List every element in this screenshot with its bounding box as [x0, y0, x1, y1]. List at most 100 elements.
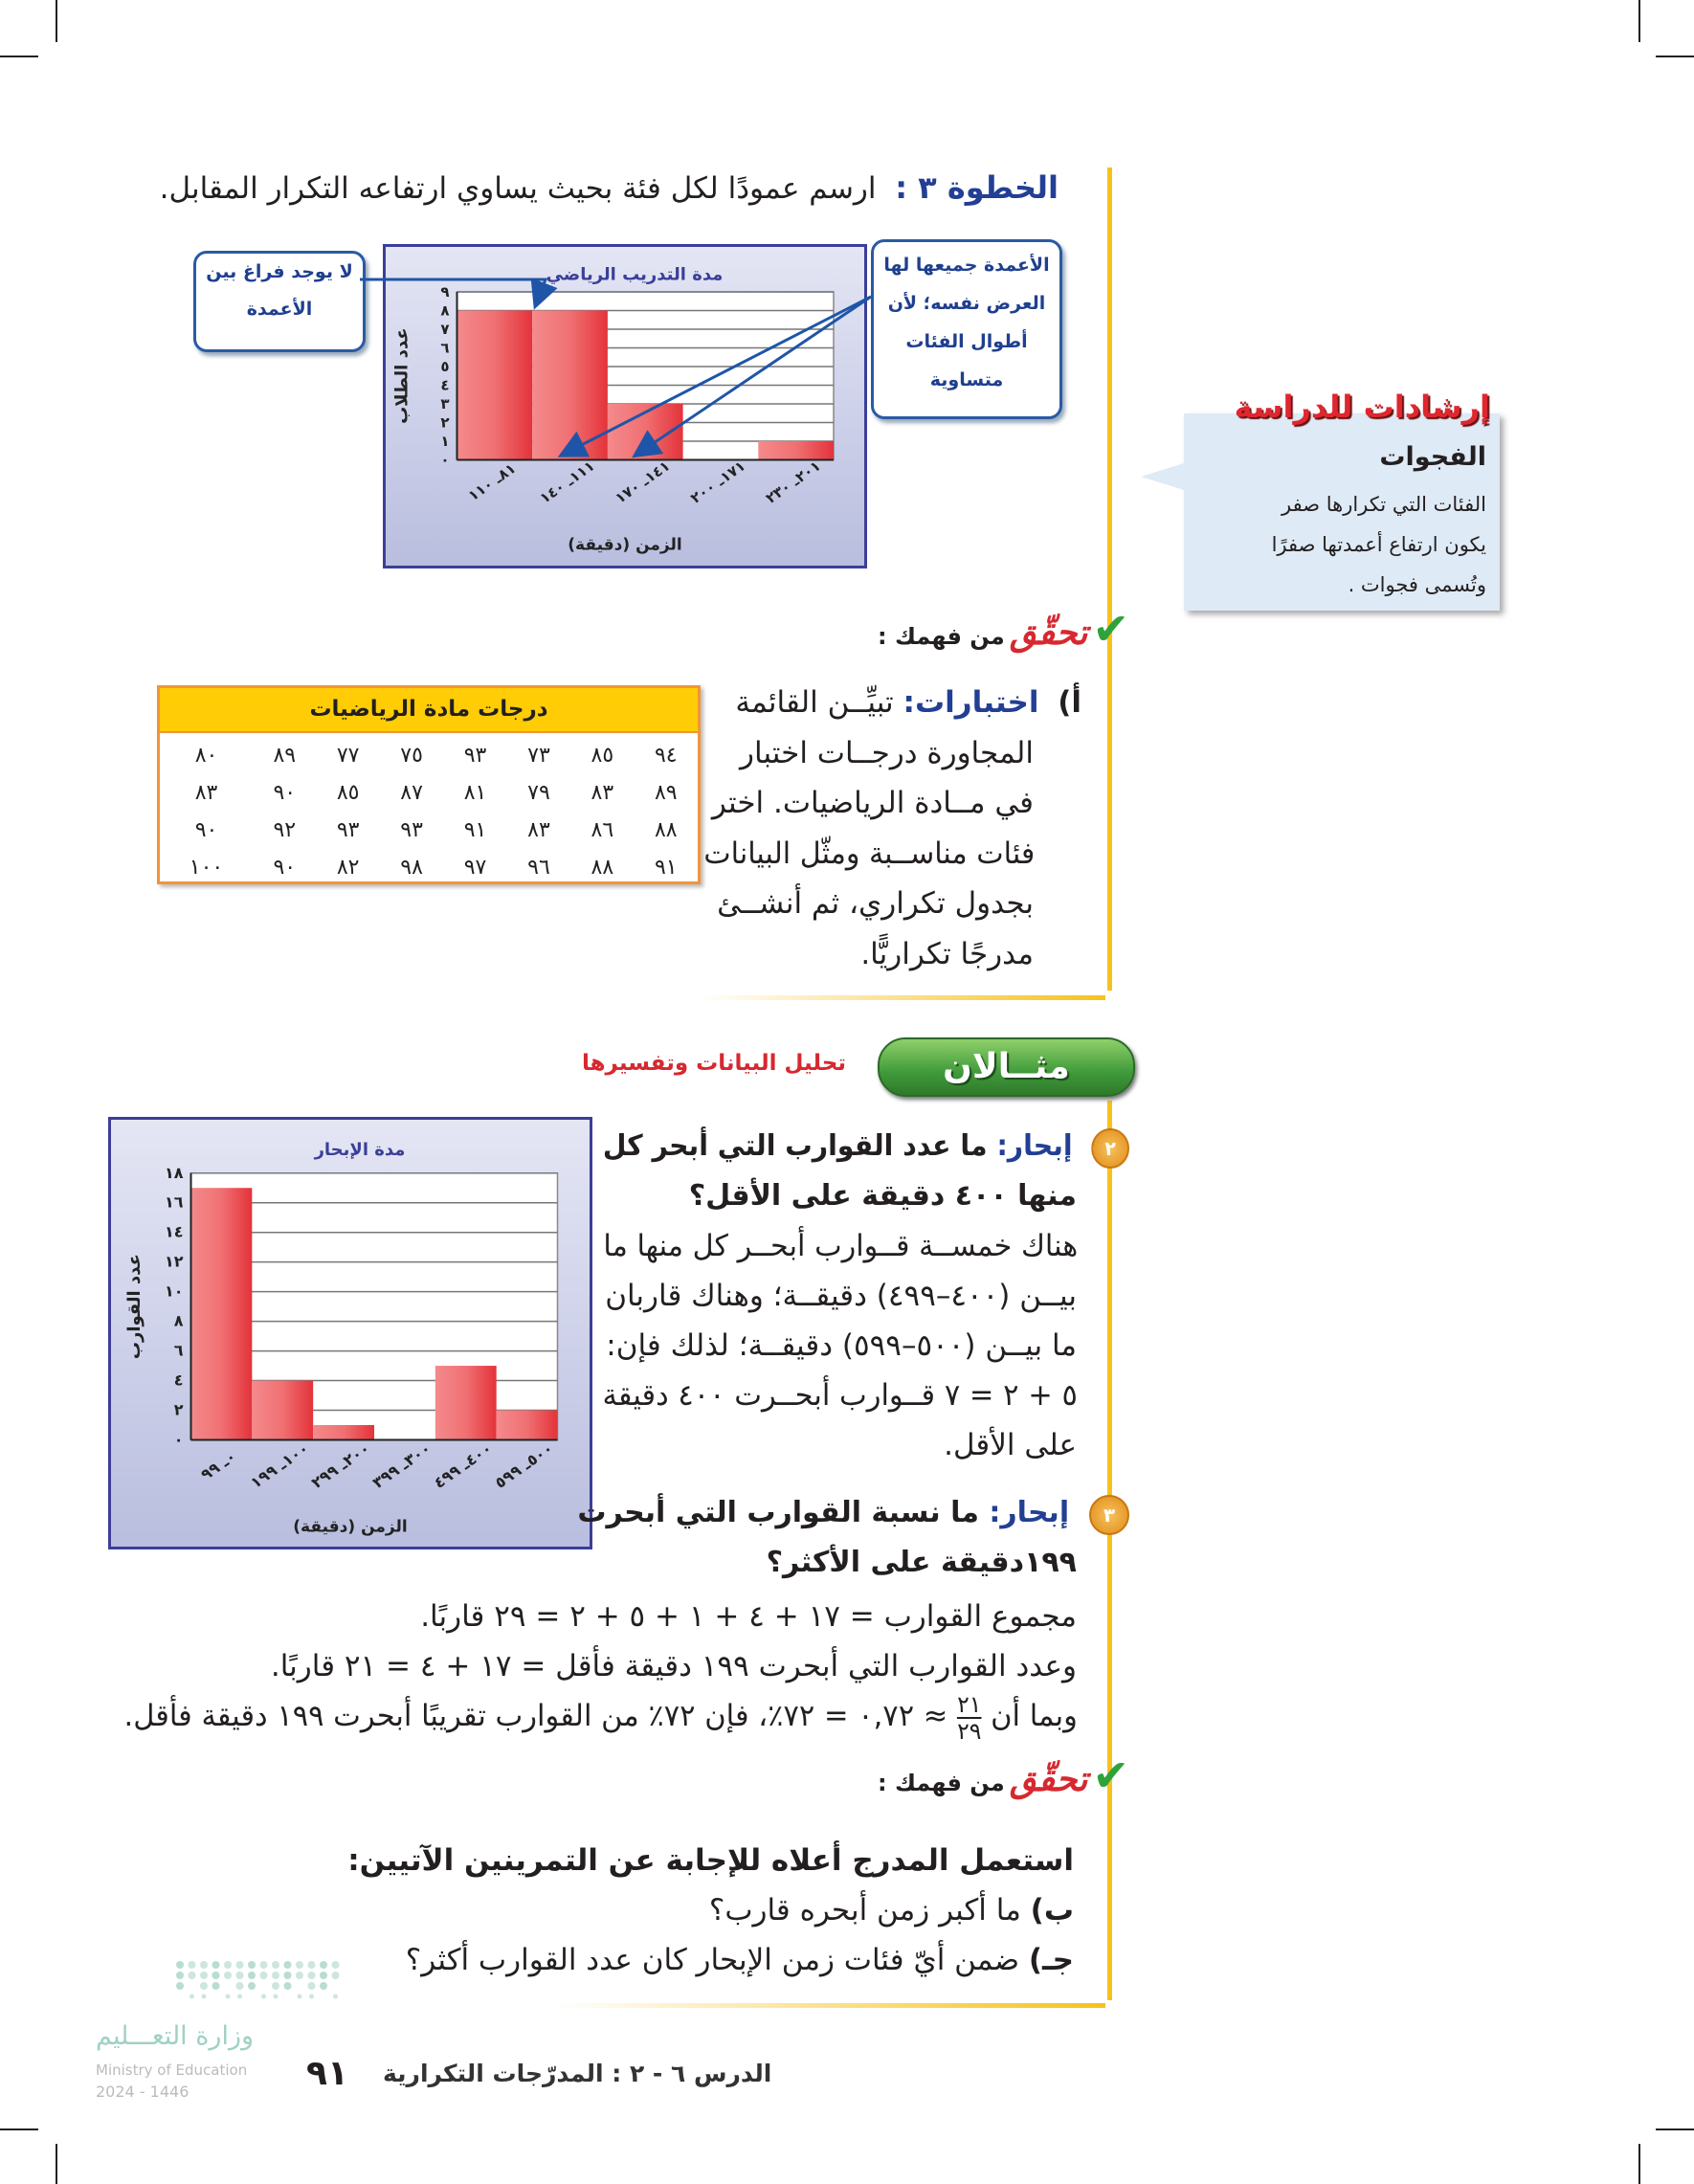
x-tick-label: ١٠٠ـ ١٩٩ — [247, 1438, 312, 1492]
table-cell: ٨٣ — [527, 818, 550, 842]
answer-line: ما بيــن (٥٠٠–٥٩٩) دقيقــة؛ لذلك فإن: — [606, 1328, 1077, 1363]
table-cell: ٨٠ — [194, 744, 218, 768]
y-tick-label: ٠ — [440, 451, 449, 468]
callout-arrows — [360, 278, 872, 458]
logo-dot — [259, 1961, 268, 1969]
exercise-intro: استعمل المدرج أعلاه للإجابة عن التمرينين… — [347, 1843, 1074, 1878]
logo-dot — [307, 1982, 316, 1990]
table-cell: ٧٩ — [527, 781, 550, 805]
exercise-a: أ) اختبارات: تبيِّــن القائمة المجاورة د… — [703, 678, 1081, 979]
exercise-marker: أ) — [1058, 685, 1081, 720]
table-row: ٩٤ ٨٥ ٧٣ ٩٣ ٧٥ ٧٧ ٨٩ ٨٠ — [160, 737, 698, 774]
logo-dot — [320, 1961, 327, 1969]
math-scores-table: درجات مادة الرياضيات ٩٤ ٨٥ ٧٣ ٩٣ ٧٥ ٧٧ ٨٩ ٨٠ ٨٩ ٨… — [157, 685, 701, 884]
callout-line: الأعمدة جميعها لها — [883, 255, 1050, 276]
question-label: إبحار: — [989, 1496, 1070, 1529]
example-q3: ٣ إبحار: ما نسبة القوارب التي أبحرت ١٩٩د… — [124, 1488, 1129, 1744]
sailing-duration-histogram: ٠ ٢ ٤ ٦ ٨ ١٠ ١٢ ١٤ ١٦ ١٨ ٠ـ ٩٩ ١٠٠ـ ١٩٩ ٢٠٠ـ ٢٩٩ ٣٠٠ـ… — [108, 1117, 592, 1549]
crop-mark — [56, 0, 57, 42]
logo-dot — [235, 1972, 244, 1979]
y-tick-label: ١٢ — [165, 1253, 184, 1271]
table-cell: ٨٩ — [273, 744, 297, 768]
table-cell: ٩٦ — [527, 856, 550, 880]
x-axis-label: الزمن (دقيقة) — [568, 535, 681, 554]
table-cell: ٨٧ — [400, 781, 423, 805]
histogram-bar — [435, 1366, 497, 1440]
logo-dot — [201, 1994, 207, 1999]
logo-dot — [283, 1972, 292, 1979]
study-tip-heading: الفجوات — [1379, 442, 1486, 472]
section-border — [1107, 167, 1112, 991]
y-tick-label: ٠ — [174, 1431, 184, 1449]
example-subtitle: تحليل البيانات وتفسيرها — [581, 1051, 846, 1076]
histogram-bar — [496, 1410, 558, 1440]
answer-text: وبما أن — [991, 1699, 1078, 1733]
logo-dot — [331, 1961, 340, 1969]
question-number-badge: ٢ — [1091, 1128, 1129, 1169]
logo-dot — [296, 1961, 303, 1969]
exercise-line: مدرجًا تكراريًّا. — [860, 936, 1034, 971]
exercise-marker: جـ) — [1028, 1943, 1074, 1977]
y-tick-label: ٤ — [440, 376, 449, 393]
check-title: تحقّق — [1009, 613, 1088, 653]
answer-line: وعدد القوارب التي أبحرت ١٩٩ دقيقة فأقل =… — [270, 1649, 1077, 1683]
x-tick-label: ٣٠٠ـ ٣٩٩ — [369, 1438, 435, 1492]
logo-dot — [320, 1982, 327, 1990]
crop-mark — [0, 2128, 38, 2130]
table-cell: ٩٧ — [463, 856, 487, 880]
study-tip-line: يكون ارتفاع أعمدتها صفرًا — [1271, 533, 1486, 556]
y-tick-label: ٧ — [440, 321, 449, 338]
logo-dot — [283, 1961, 292, 1969]
question-line: ما عدد القوارب التي أبحر كل — [602, 1129, 988, 1163]
y-tick-label: ٨ — [174, 1312, 184, 1330]
logo-dot — [189, 1994, 194, 1999]
logo-dot — [272, 1982, 279, 1990]
table-cell: ٩١ — [463, 818, 487, 842]
x-tick-label: ٤٠٠ـ ٤٩٩ — [431, 1438, 496, 1492]
chart-title: مدة الإبحار — [314, 1140, 406, 1160]
y-tick-label: ٢ — [174, 1401, 184, 1419]
logo-dot — [259, 1972, 268, 1979]
logo-dot — [307, 1961, 316, 1969]
section-border — [699, 995, 1105, 1000]
crop-mark — [1638, 2144, 1640, 2184]
y-axis-label: عدد القوارب — [124, 1254, 145, 1359]
question-line: ما نسبة القوارب التي أبحرت — [577, 1496, 979, 1529]
y-tick-label: ١٦ — [165, 1193, 184, 1212]
exercise-label: اختبارات: — [903, 685, 1039, 720]
fraction-denominator: ٢٩ — [957, 1717, 982, 1745]
logo-dot — [333, 1994, 338, 1999]
arrow — [557, 295, 872, 457]
ministry-name-en: Ministry of Education — [96, 2061, 248, 2079]
x-tick-label: ٠ـ ٩٩ — [197, 1447, 239, 1484]
logo-dot — [200, 1961, 208, 1969]
step3: الخطوة ٣ : ارسم عمودًا لكل فئة بحيث يساو… — [101, 163, 1059, 213]
table-cell: ٨٢ — [336, 856, 360, 880]
table-cell: ٩٠ — [273, 856, 297, 880]
callout-line: لا يوجد فراغ بين — [206, 261, 353, 282]
example-banner-label: مثــالان — [943, 1047, 1070, 1086]
study-tip-line: وتُسمى فجوات . — [1348, 573, 1486, 596]
checkmark-icon: ✔ — [1092, 603, 1129, 655]
crop-mark — [56, 2144, 57, 2184]
arrow — [360, 278, 558, 310]
check-understanding-2: ✔ تحقّق من فهمك : — [651, 1749, 1129, 1801]
exercise-line: بجدول تكراري، ثم أنشــئ — [717, 886, 1034, 921]
answer-line: مجموع القوارب = ١٧ + ٤ + ١ + ٥ + ٢ = ٢٩ … — [420, 1599, 1077, 1634]
logo-dot — [235, 1961, 244, 1969]
table-cell: ٩٠ — [273, 781, 297, 805]
y-tick-label: ١٤ — [165, 1223, 184, 1241]
y-tick-label: ٥ — [440, 358, 449, 375]
table-cell: ٨١ — [463, 781, 487, 805]
speech-pointer — [1141, 463, 1184, 490]
chart-title: مدة التدريب الرياضي — [546, 265, 724, 285]
study-tip-line: الفئات التي تكرارها صفر — [1282, 493, 1486, 516]
lesson-title: الدرس ٦ - ٢ : المدرّجات التكرارية — [383, 2060, 772, 2087]
logo-dot — [272, 1961, 279, 1969]
y-tick-label: ١٠ — [165, 1282, 184, 1301]
example-banner: مثــالان — [878, 1037, 1135, 1097]
table-cell: ٨٥ — [591, 744, 614, 768]
table-row: ٨٩ ٨٣ ٧٩ ٨١ ٨٧ ٨٥ ٩٠ ٨٣ — [160, 774, 698, 812]
y-tick-label: ١ — [440, 433, 449, 450]
